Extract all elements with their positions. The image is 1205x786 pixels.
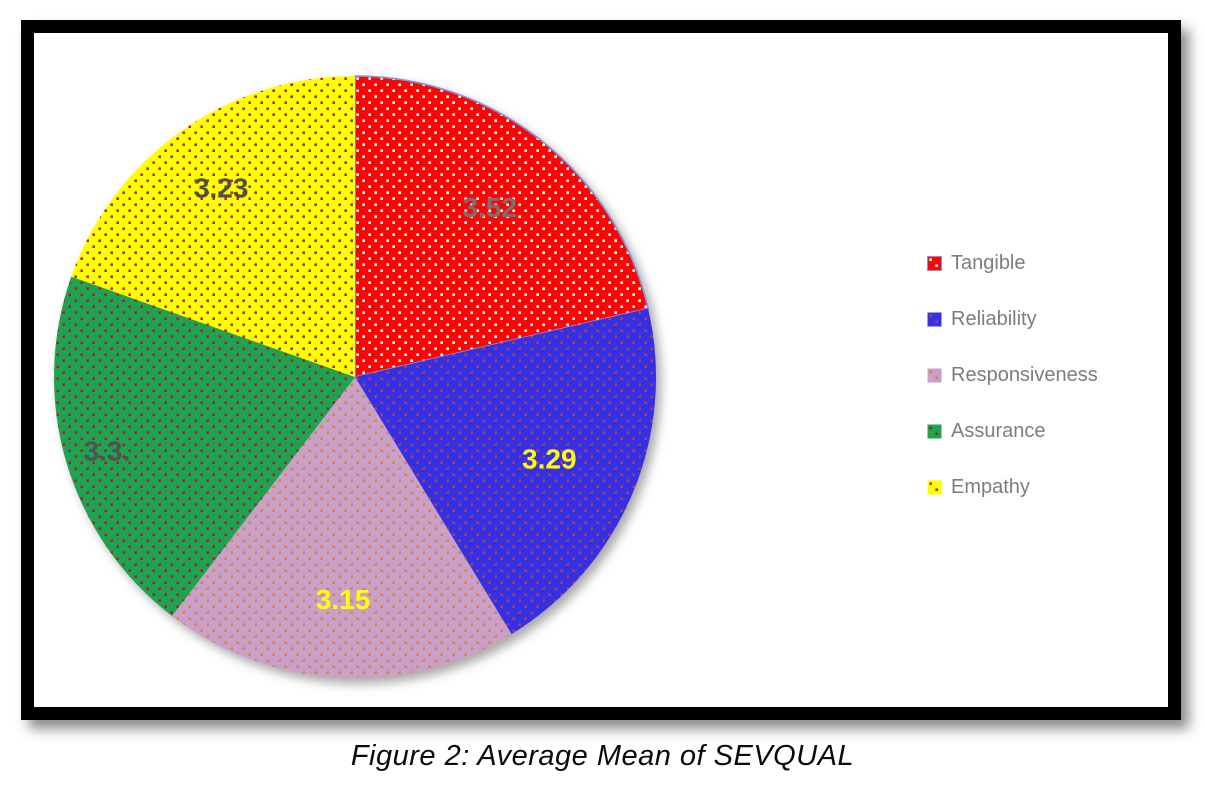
pie-value-label-tangible: 3.52 [462,192,517,223]
pie-slice-assurance [54,276,355,616]
pie-value-label-reliability: 3.29 [522,443,577,474]
pie-slice-responsiveness [172,377,512,679]
legend-label: Assurance [951,420,1046,442]
legend-swatch-icon [927,256,942,271]
pie-slice-reliability [355,308,656,635]
legend-label: Empathy [951,476,1030,498]
pie-value-label-empathy: 3.23 [194,173,249,204]
pie-slice-tangible [354,75,650,379]
legend-item-assurance: Assurance [927,419,1098,444]
legend-item-tangible: Tangible [927,251,1098,276]
legend-swatch-icon [927,424,942,439]
figure-caption: Figure 2: Average Mean of SEVQUAL [350,740,855,772]
figure-frame: 3.52 3.29 3.15 3.3. 3.23 Tangible Reliability… [21,20,1181,720]
pie-value-label-assurance: 3.3. [83,436,130,467]
pie-chart: 3.52 3.29 3.15 3.3. 3.23 [54,75,656,679]
chart-legend: Tangible Reliability Responsiveness Assuran… [927,251,1098,500]
chart-area: 3.52 3.29 3.15 3.3. 3.23 Tangible Reliability… [34,33,1168,707]
legend-swatch-icon [927,312,942,327]
legend-label: Tangible [951,252,1026,274]
pie-value-label-responsiveness: 3.15 [316,584,371,615]
legend-label: Reliability [951,308,1037,330]
legend-item-reliability: Reliability [927,307,1098,332]
legend-swatch-icon [927,368,942,383]
pie-slice-empathy [71,76,356,377]
legend-swatch-icon [927,480,942,495]
legend-item-responsiveness: Responsiveness [927,363,1098,388]
legend-item-empathy: Empathy [927,475,1098,500]
legend-label: Responsiveness [951,364,1098,386]
